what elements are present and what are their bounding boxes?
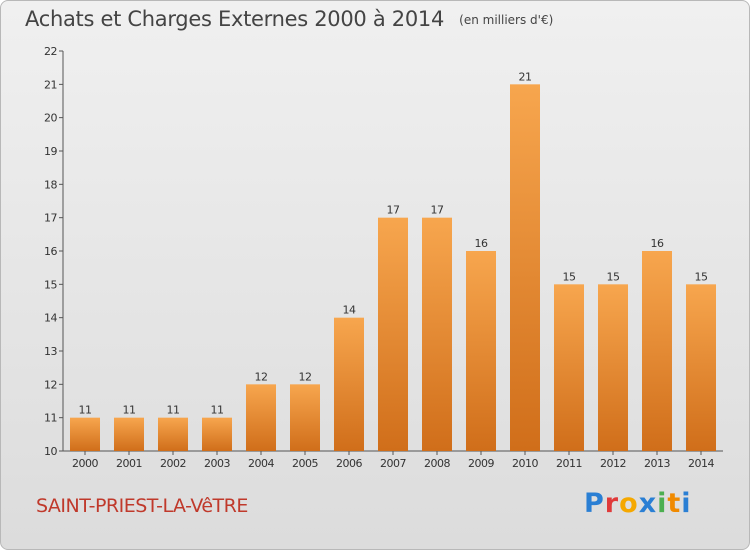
bar-value-label: 17 xyxy=(431,204,444,217)
logo-letter: P xyxy=(584,488,605,519)
x-tick-label: 2002 xyxy=(160,457,186,470)
bar-value-label: 12 xyxy=(299,370,312,383)
bar-value-label: 15 xyxy=(563,270,576,283)
chart-unit: (en milliers d'€) xyxy=(459,13,554,27)
y-tick-label: 19 xyxy=(44,145,57,158)
y-tick-label: 16 xyxy=(44,245,57,258)
y-tick-label: 17 xyxy=(44,212,57,225)
bar-value-label: 15 xyxy=(607,270,620,283)
bar-value-label: 15 xyxy=(695,270,708,283)
x-tick-label: 2006 xyxy=(336,457,362,470)
bar xyxy=(158,417,188,451)
logo-letter: o xyxy=(619,488,639,519)
y-tick-label: 12 xyxy=(44,378,57,391)
bar xyxy=(202,417,232,451)
logo-letter: x xyxy=(638,488,658,519)
bar xyxy=(290,384,320,451)
bar xyxy=(598,284,628,451)
x-tick-label: 2003 xyxy=(204,457,230,470)
bar-value-label: 21 xyxy=(519,70,532,83)
bar-value-label: 16 xyxy=(475,237,488,250)
bar-value-label: 12 xyxy=(255,370,268,383)
y-tick-label: 22 xyxy=(44,45,57,58)
proxiti-logo: Proxiti xyxy=(584,488,692,519)
commune-name: SAINT-PRIEST-LA-VêTRE xyxy=(36,495,248,517)
bar-value-label: 17 xyxy=(387,204,400,217)
bar xyxy=(334,317,364,451)
bar-value-label: 11 xyxy=(211,404,224,417)
logo-letter: r xyxy=(604,488,620,519)
y-tick-label: 11 xyxy=(44,412,57,425)
bar xyxy=(466,251,496,451)
x-tick-label: 2001 xyxy=(116,457,142,470)
bar xyxy=(642,251,672,451)
y-tick-label: 13 xyxy=(44,345,57,358)
bar xyxy=(510,84,540,451)
bar-value-label: 16 xyxy=(651,237,664,250)
x-tick-label: 2008 xyxy=(424,457,450,470)
x-tick-label: 2005 xyxy=(292,457,318,470)
y-tick-label: 10 xyxy=(44,445,57,458)
x-tick-label: 2012 xyxy=(600,457,626,470)
logo-letter: i xyxy=(681,488,692,519)
x-tick-label: 2000 xyxy=(72,457,98,470)
chart-title: Achats et Charges Externes 2000 à 2014 xyxy=(25,7,445,31)
logo-letter: t xyxy=(667,488,682,519)
bar xyxy=(70,417,100,451)
x-tick-label: 2009 xyxy=(468,457,494,470)
x-tick-label: 2007 xyxy=(380,457,406,470)
x-tick-label: 2014 xyxy=(688,457,714,470)
x-tick-label: 2013 xyxy=(644,457,670,470)
bar-value-label: 14 xyxy=(343,304,356,317)
bar xyxy=(686,284,716,451)
logo-letter: i xyxy=(657,488,668,519)
bar xyxy=(422,217,452,451)
bar xyxy=(554,284,584,451)
bar xyxy=(114,417,144,451)
y-tick-label: 14 xyxy=(44,312,57,325)
bar xyxy=(246,384,276,451)
bar-value-label: 11 xyxy=(123,404,136,417)
y-tick-label: 15 xyxy=(44,278,57,291)
x-tick-label: 2004 xyxy=(248,457,274,470)
bar-value-label: 11 xyxy=(167,404,180,417)
y-tick-label: 21 xyxy=(44,78,57,91)
x-tick-label: 2011 xyxy=(556,457,582,470)
bar xyxy=(378,217,408,451)
y-tick-label: 20 xyxy=(44,112,57,125)
x-tick-label: 2010 xyxy=(512,457,538,470)
title-row: Achats et Charges Externes 2000 à 2014 (… xyxy=(25,7,553,31)
bar-value-label: 11 xyxy=(79,404,92,417)
y-tick-label: 18 xyxy=(44,178,57,191)
